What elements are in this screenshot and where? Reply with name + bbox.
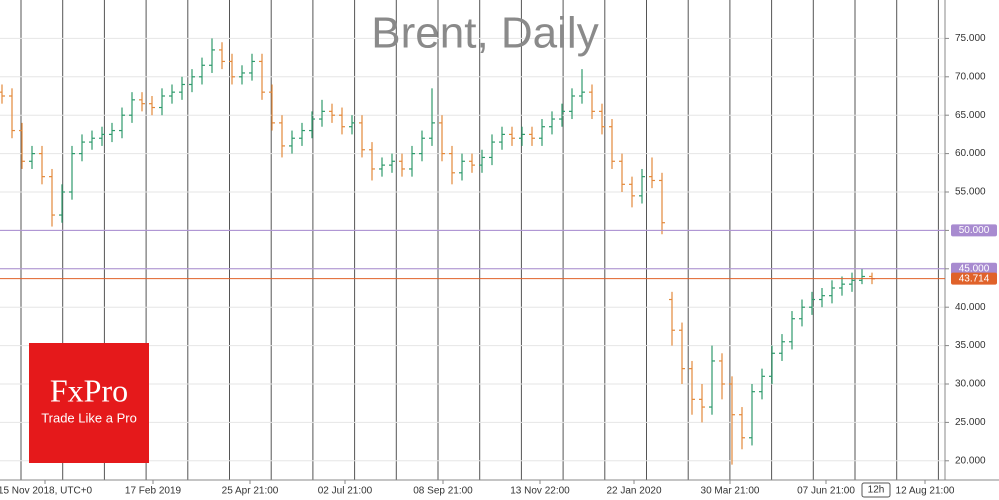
timeframe-label: 12h — [868, 485, 885, 496]
x-tick-label: 02 Jul 21:00 — [318, 486, 373, 497]
level-label: 45.000 — [959, 263, 990, 274]
x-tick-label: 08 Sep 21:00 — [413, 486, 473, 497]
y-tick-label: 70.000 — [955, 71, 986, 82]
y-tick-label: 25.000 — [955, 417, 986, 428]
x-tick-label: 25 Apr 21:00 — [222, 486, 279, 497]
chart-title: Brent, Daily — [371, 9, 598, 58]
level-label: 43.714 — [959, 273, 990, 284]
logo-tagline: Trade Like a Pro — [41, 410, 137, 425]
x-tick-label: 17 Feb 2019 — [125, 486, 182, 497]
level-badge — [951, 262, 997, 275]
level-badge — [951, 272, 997, 285]
logo-box — [29, 343, 149, 463]
bars — [0, 38, 875, 465]
y-tick-label: 65.000 — [955, 110, 986, 121]
x-tick-label: 22 Jan 2020 — [606, 486, 661, 497]
y-tick-label: 60.000 — [955, 148, 986, 159]
x-tick-label: 07 Jun 21:00 — [797, 486, 855, 497]
timeframe-badge — [861, 482, 891, 498]
y-tick-label: 40.000 — [955, 302, 986, 313]
logo-brand: FxPro — [50, 372, 128, 408]
y-tick-label: 55.000 — [955, 187, 986, 198]
y-tick-label: 30.000 — [955, 379, 986, 390]
x-tick-label: 13 Nov 22:00 — [510, 486, 570, 497]
y-tick-label: 75.000 — [955, 33, 986, 44]
y-tick-label: 35.000 — [955, 340, 986, 351]
logo: FxPro Trade Like a Pro — [29, 343, 149, 463]
x-tick-label: 12 Aug 21:00 — [896, 486, 955, 497]
level-badge — [951, 224, 997, 237]
y-tick-label: 20.000 — [955, 455, 986, 466]
x-tick-label: 30 Mar 21:00 — [701, 486, 760, 497]
level-label: 50.000 — [959, 225, 990, 236]
x-tick-label: 15 Nov 2018, UTC+0 — [0, 486, 93, 497]
